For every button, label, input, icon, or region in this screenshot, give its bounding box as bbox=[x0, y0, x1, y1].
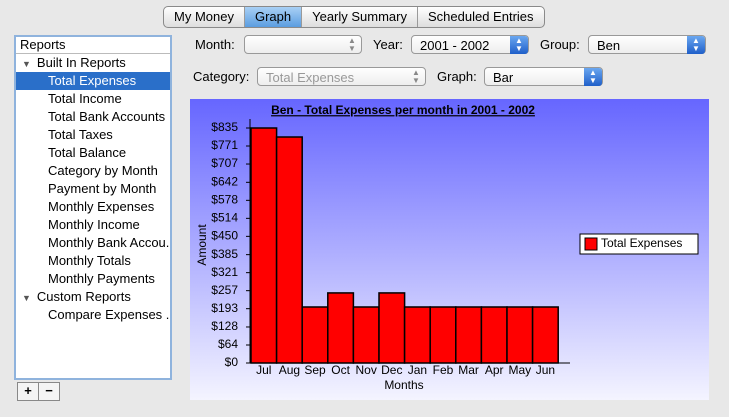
group-label: Custom Reports bbox=[36, 289, 131, 304]
combo-box: ▲ ▼ bbox=[244, 35, 362, 54]
combo-arrow: ▲ ▼ bbox=[584, 68, 602, 86]
combo-value: Total Expenses bbox=[266, 70, 355, 85]
bar bbox=[531, 306, 559, 364]
tab[interactable]: My Money bbox=[174, 9, 234, 24]
y-tick-label: $193 bbox=[211, 301, 238, 315]
combo-box: Total Expenses ▲ ▼ bbox=[257, 67, 426, 86]
combo-value: Bar bbox=[493, 70, 514, 85]
disclosure[interactable]: ▼ bbox=[22, 59, 31, 69]
y-tick-label: $835 bbox=[211, 120, 238, 134]
combo-box[interactable]: 2001 - 2002 ▲ ▼ bbox=[411, 35, 529, 54]
legend-box bbox=[579, 233, 699, 255]
y-tick-label: $578 bbox=[211, 193, 238, 207]
y-axis-label: Amount bbox=[195, 224, 209, 266]
x-tick-label: Apr bbox=[485, 363, 504, 377]
chart-title: Ben - Total Expenses per month in 2001 -… bbox=[271, 103, 535, 117]
combo-box[interactable]: Bar ▲ ▼ bbox=[484, 67, 603, 86]
control-label: Year: bbox=[373, 37, 403, 52]
y-tick-label: $257 bbox=[211, 283, 238, 297]
report-item[interactable]: Total Bank Accounts bbox=[48, 109, 166, 124]
report-item[interactable]: Total Balance bbox=[48, 145, 127, 160]
group-row[interactable]: ▼ Built In Reports bbox=[16, 54, 170, 72]
report-item[interactable]: Monthly Expenses bbox=[48, 199, 155, 214]
bar bbox=[378, 292, 406, 364]
tab[interactable]: Graph bbox=[243, 7, 302, 27]
bar bbox=[506, 306, 534, 364]
tab[interactable]: Yearly Summary bbox=[301, 7, 417, 27]
x-tick-label: Feb bbox=[433, 363, 454, 377]
x-tick-label: Aug bbox=[279, 363, 300, 377]
y-tick-label: $707 bbox=[211, 156, 238, 170]
y-tick-label: $128 bbox=[211, 319, 238, 333]
y-tick-label: $514 bbox=[211, 211, 238, 225]
chart: Ben - Total Expenses per month in 2001 -… bbox=[190, 99, 709, 400]
report-item[interactable]: Monthly Income bbox=[48, 217, 140, 232]
bar bbox=[403, 306, 431, 364]
bar bbox=[480, 306, 508, 364]
list-header: Reports bbox=[16, 37, 170, 54]
bar bbox=[275, 136, 303, 364]
group-label: Built In Reports bbox=[36, 55, 126, 70]
report-item[interactable]: Compare Expenses ... bbox=[48, 307, 170, 322]
bar bbox=[250, 127, 278, 364]
x-tick-label: Sep bbox=[304, 363, 326, 377]
bar bbox=[352, 306, 380, 364]
report-item[interactable]: Payment by Month bbox=[48, 181, 157, 196]
legend-label: Total Expenses bbox=[601, 236, 682, 250]
group-row[interactable]: ▼ Custom Reports bbox=[16, 288, 170, 306]
y-tick-label: $64 bbox=[218, 337, 238, 351]
bar bbox=[327, 292, 355, 364]
report-item[interactable]: Monthly Payments bbox=[48, 271, 155, 286]
report-item[interactable]: Total Taxes bbox=[48, 127, 113, 142]
report-item[interactable]: Monthly Totals bbox=[48, 253, 131, 268]
combo-box[interactable]: Ben ▲ ▼ bbox=[588, 35, 706, 54]
y-tick-label: $321 bbox=[211, 265, 238, 279]
combo-arrow: ▲ ▼ bbox=[412, 68, 420, 85]
tab-bar: My Money Graph Yearly Summary Scheduled Ent… bbox=[163, 6, 545, 28]
bar bbox=[455, 306, 483, 364]
combo-value: Ben bbox=[597, 38, 621, 53]
list-button[interactable]: + bbox=[17, 382, 39, 401]
y-tick-label: $385 bbox=[211, 247, 238, 261]
x-tick-label: Oct bbox=[331, 363, 350, 377]
tab[interactable]: Scheduled Entries bbox=[417, 7, 544, 27]
report-item[interactable]: Total Expenses bbox=[16, 72, 170, 90]
report-item[interactable]: Category by Month bbox=[48, 163, 158, 178]
control-label: Graph: bbox=[437, 69, 477, 84]
y-tick-label: $771 bbox=[211, 138, 238, 152]
x-tick-label: Mar bbox=[458, 363, 479, 377]
combo-arrow: ▲ ▼ bbox=[510, 36, 528, 54]
control-label: Category: bbox=[193, 69, 250, 84]
combo-arrow: ▲ ▼ bbox=[687, 36, 705, 54]
bar bbox=[429, 306, 457, 364]
report-item[interactable]: Monthly Bank Accou... bbox=[48, 235, 170, 250]
x-tick-label: Jan bbox=[408, 363, 427, 377]
x-tick-label: Jul bbox=[256, 363, 271, 377]
y-tick-label: $642 bbox=[211, 174, 238, 188]
report-list: Reports ▼ Built In Reports Total Expenses To… bbox=[14, 35, 172, 380]
y-tick-label: $450 bbox=[211, 229, 238, 243]
y-tick-label: $0 bbox=[225, 355, 239, 369]
disclosure[interactable]: ▼ bbox=[22, 293, 31, 303]
legend-swatch bbox=[584, 237, 598, 251]
combo-arrow: ▲ ▼ bbox=[348, 36, 356, 53]
combo-value: 2001 - 2002 bbox=[420, 38, 490, 53]
x-axis-label: Months bbox=[384, 378, 423, 392]
report-item[interactable]: Total Income bbox=[48, 91, 122, 106]
bar bbox=[301, 306, 329, 364]
list-button[interactable]: − bbox=[38, 382, 60, 401]
x-tick-label: Jun bbox=[536, 363, 555, 377]
x-tick-label: May bbox=[508, 363, 531, 377]
control-label: Group: bbox=[540, 37, 580, 52]
x-tick-label: Dec bbox=[381, 363, 402, 377]
x-tick-label: Nov bbox=[356, 363, 377, 377]
control-label: Month: bbox=[195, 37, 235, 52]
